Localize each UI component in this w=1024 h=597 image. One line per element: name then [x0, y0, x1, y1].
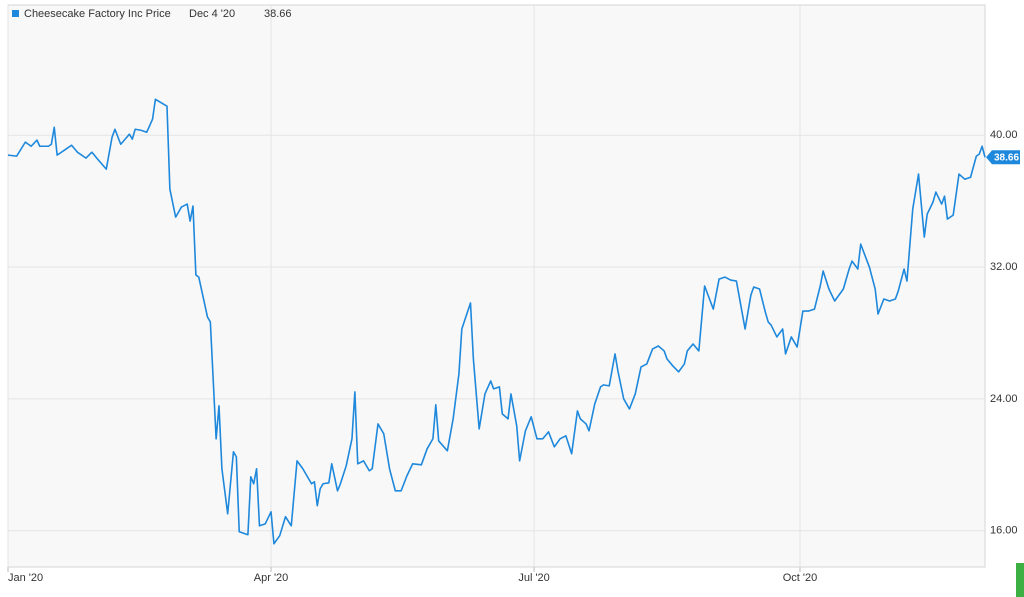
x-tick-label: Jan '20: [8, 572, 43, 584]
legend: Cheesecake Factory Inc Price Dec 4 '20 3…: [12, 8, 292, 20]
legend-label: Cheesecake Factory Inc Price: [24, 8, 171, 20]
y-tick-label: 24.00: [990, 393, 1018, 405]
x-tick-label: Oct '20: [783, 572, 818, 584]
last-value-label: 38.66: [994, 152, 1019, 163]
legend-date: Dec 4 '20: [189, 8, 235, 20]
x-tick-label: Apr '20: [254, 572, 289, 584]
legend-value: 38.66: [264, 8, 292, 20]
legend-swatch: [12, 10, 19, 17]
last-value-tag: [986, 150, 1020, 165]
price-line: [7, 98, 986, 545]
y-tick-label: 16.00: [990, 525, 1018, 537]
corner-indicator: [1016, 563, 1024, 597]
y-tick-label: 32.00: [990, 261, 1018, 273]
plot-area: [7, 4, 986, 568]
y-tick-label: 40.00: [990, 129, 1018, 141]
x-tick-label: Jul '20: [518, 572, 549, 584]
